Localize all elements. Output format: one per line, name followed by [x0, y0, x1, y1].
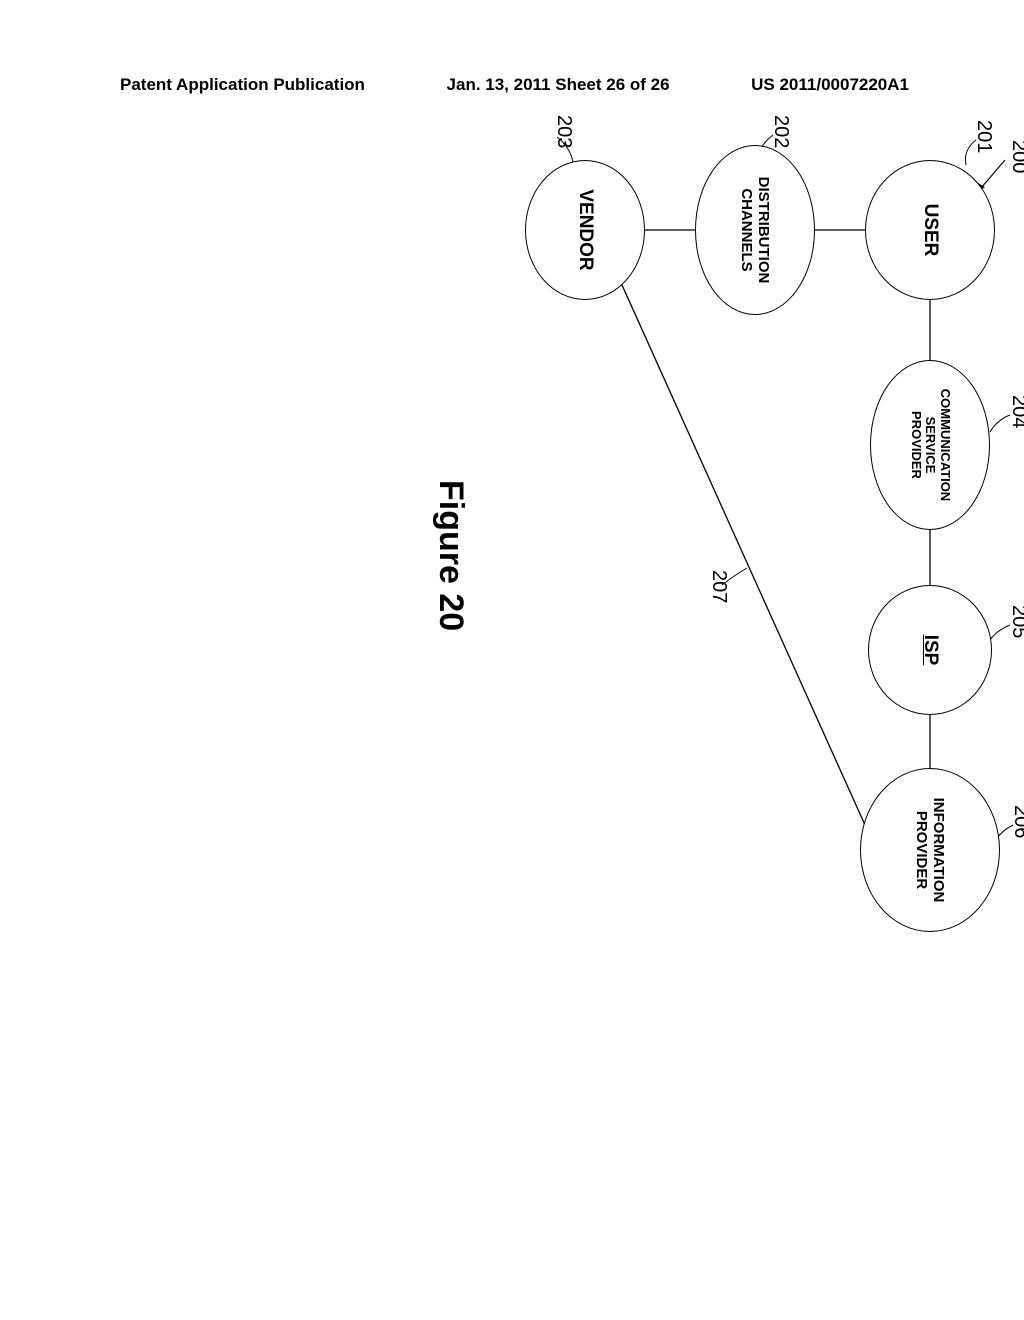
diagram-container: 200 USER DISTRIBUTIONCHANNELS VENDOR COM… — [50, 170, 970, 1090]
node-info: INFORMATIONPROVIDER — [860, 768, 1000, 932]
ref-206: 206 — [1009, 805, 1024, 838]
node-isp-label: ISP — [915, 631, 945, 670]
node-vendor-label: VENDOR — [570, 185, 600, 274]
node-info-label: INFORMATIONPROVIDER — [909, 794, 952, 907]
node-dist: DISTRIBUTIONCHANNELS — [695, 145, 815, 315]
ref-207: 207 — [707, 570, 730, 603]
header-patent-number: US 2011/0007220A1 — [751, 75, 909, 95]
ref-205: 205 — [1007, 605, 1024, 638]
node-dist-label: DISTRIBUTIONCHANNELS — [734, 173, 777, 288]
node-user-label: USER — [915, 200, 945, 261]
page-header: Patent Application Publication Jan. 13, … — [0, 75, 1024, 95]
header-sheet-info: Jan. 13, 2011 Sheet 26 of 26 — [447, 75, 670, 95]
ref-203: 203 — [552, 115, 575, 148]
node-user: USER — [865, 160, 995, 300]
ref-201: 201 — [972, 120, 995, 153]
node-csp: COMMUNICATIONSERVICEPROVIDER — [870, 360, 990, 530]
figure-label: Figure 20 — [431, 480, 470, 631]
node-csp-label: COMMUNICATIONSERVICEPROVIDER — [904, 385, 957, 505]
node-vendor: VENDOR — [525, 160, 645, 300]
node-isp: ISP — [868, 585, 992, 715]
ref-204: 204 — [1007, 395, 1024, 428]
edges — [50, 170, 970, 1090]
ref-202: 202 — [769, 115, 792, 148]
header-publication: Patent Application Publication — [120, 75, 365, 95]
edge-vendor-info — [622, 285, 865, 825]
